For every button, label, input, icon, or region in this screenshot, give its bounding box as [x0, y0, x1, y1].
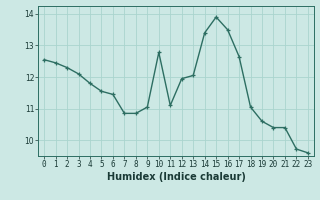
X-axis label: Humidex (Indice chaleur): Humidex (Indice chaleur) — [107, 172, 245, 182]
